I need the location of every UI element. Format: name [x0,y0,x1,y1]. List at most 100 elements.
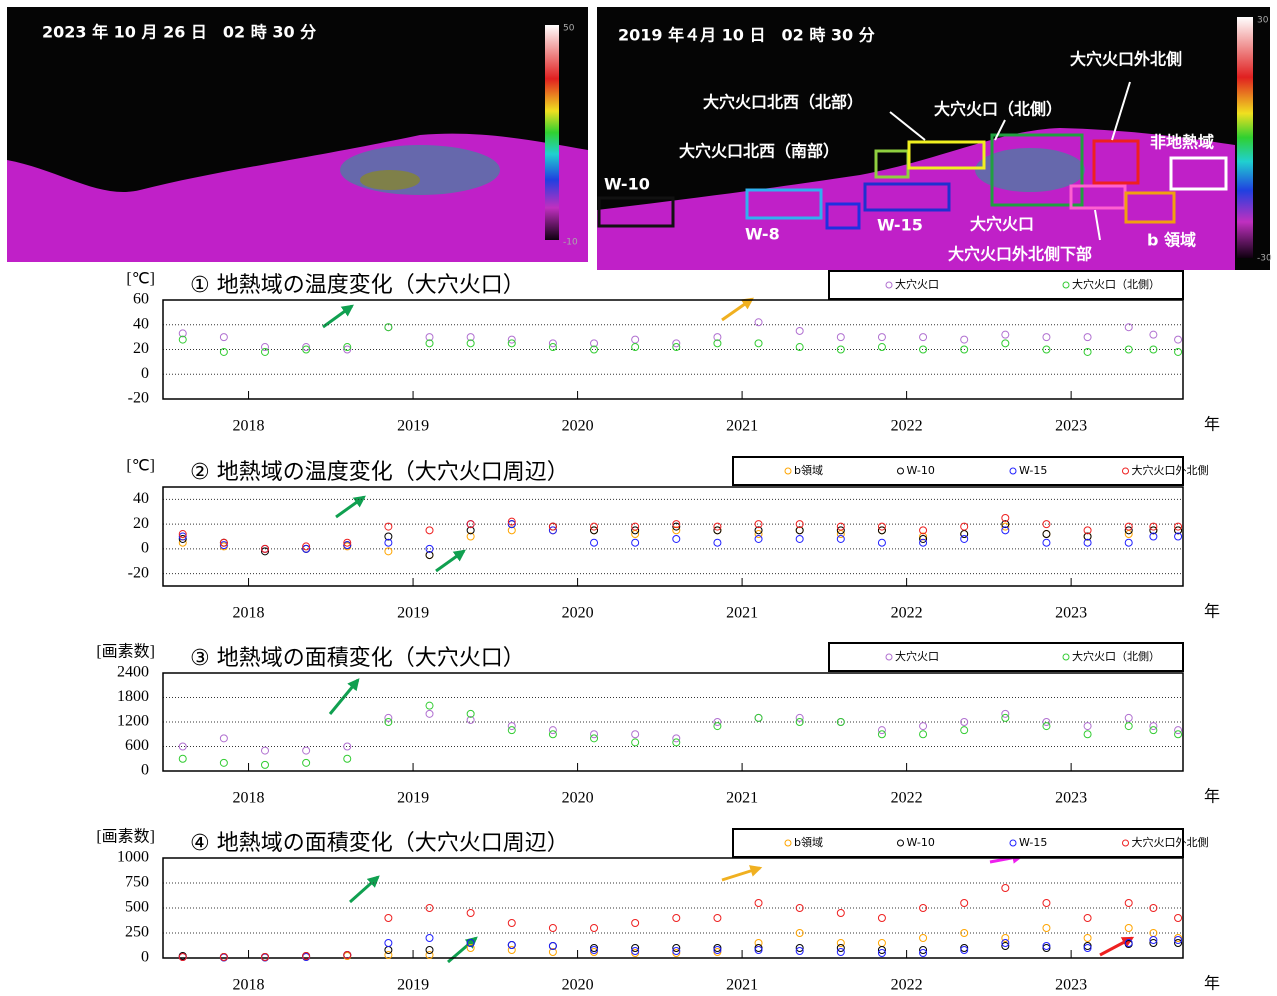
data-point [384,323,393,332]
data-point [919,949,928,957]
data-point [384,522,393,531]
data-point [713,526,722,535]
data-point [836,948,845,956]
data-point [795,713,804,722]
y-tick-label: 20 [133,515,149,532]
y-tick-label: 0 [141,365,149,382]
data-point [672,343,681,352]
data-point [548,339,557,348]
legend-label: 大穴火口（北側） [1072,649,1160,663]
data-point [466,520,475,529]
data-point [1174,730,1183,739]
data-point [877,522,886,531]
data-point [507,526,516,535]
legend-label: 大穴火口外北側 [1132,463,1209,477]
region-label: 大穴火口外北側 [1070,50,1182,69]
data-point [713,339,722,348]
region-label: 大穴火口北西（北部） [703,93,863,112]
data-point [919,722,928,731]
data-point [1149,526,1158,535]
data-point [1149,532,1158,541]
data-point [1083,944,1092,952]
data-point [384,713,393,722]
legend-label: 大穴火口外北側 [1132,835,1209,849]
data-point [1124,538,1133,547]
x-tick-label: 2020 [562,605,594,622]
data-point [960,929,969,937]
data-point [713,914,722,922]
data-point [507,726,516,735]
data-point [261,760,269,769]
legend-label: W-15 [1019,464,1047,477]
x-axis-label: 年 [1204,788,1220,806]
data-point [960,534,969,543]
data-point [919,345,928,354]
data-point [960,946,969,954]
data-point [1174,526,1183,535]
data-point [1124,323,1133,332]
region-label: W-8 [745,225,780,244]
data-point [548,343,557,352]
data-point [219,953,228,961]
y-tick-label: 40 [133,490,149,507]
data-point [1042,924,1051,932]
data-point [1042,520,1051,529]
data-point [795,904,804,912]
x-tick-label: 2022 [891,418,923,435]
data-point [672,944,681,952]
data-point [425,551,434,560]
data-point [836,718,845,726]
data-point [1001,713,1010,722]
data-point [1149,726,1158,735]
data-point [425,526,434,535]
data-point [178,742,187,751]
data-point [302,542,311,551]
data-point [384,547,393,556]
data-point [795,718,804,726]
data-point [261,953,269,961]
legend-marker [897,839,904,847]
legend-label: b領域 [794,463,823,477]
data-point [1083,526,1092,535]
data-point [219,347,228,356]
data-point [877,526,886,535]
data-point [1001,709,1010,718]
data-point [590,924,599,932]
data-point [1124,924,1133,932]
data-point [343,754,352,763]
region-label: 非地熱域 [1150,133,1214,152]
data-point [425,946,434,954]
data-point [425,544,434,553]
data-point [1083,722,1092,731]
data-point [836,534,845,543]
chart-title: ③ 地熱域の面積変化（大穴火口） [190,646,525,671]
x-tick-label: 2018 [233,418,265,435]
data-point [919,946,928,954]
data-point [754,946,763,954]
data-point [1174,939,1183,947]
data-point [877,726,886,735]
data-point [1149,345,1158,354]
data-point [1174,914,1183,922]
y-tick-label: 0 [141,762,149,779]
region-label: W-15 [877,216,923,235]
y-tick-label: 1000 [117,849,149,866]
data-point [754,534,763,543]
x-tick-label: 2022 [891,605,923,622]
data-point [343,541,352,550]
data-point [672,526,681,535]
x-tick-label: 2020 [562,977,594,994]
data-point [1001,522,1010,531]
x-axis-label: 年 [1204,975,1220,993]
data-point [548,726,557,735]
legend-label: W-15 [1019,836,1047,849]
data-point [836,345,845,354]
data-point [1001,339,1010,348]
data-point [590,946,599,954]
data-point [713,333,722,342]
plot-frame [162,486,1184,587]
data-point [1149,904,1158,912]
data-point [507,941,516,949]
data-point [1083,730,1092,739]
x-tick-label: 2021 [726,605,758,622]
